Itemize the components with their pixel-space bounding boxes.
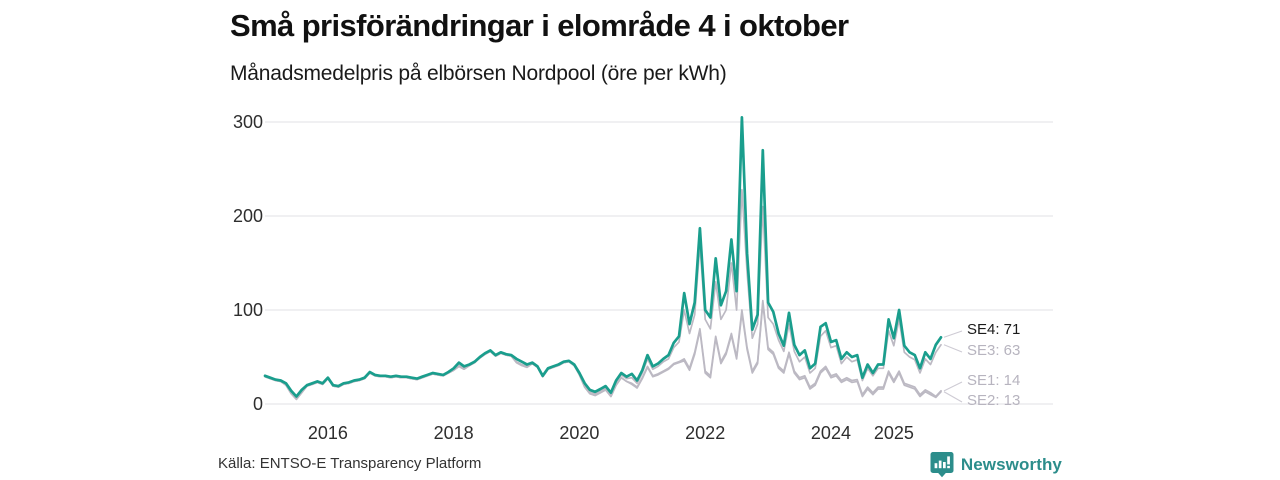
x-axis-tick-2020: 2020 <box>559 423 599 443</box>
x-axis-tick-2024: 2024 <box>811 423 851 443</box>
series-end-label-se1: SE1: 14 <box>967 372 1021 389</box>
y-axis-tick-300: 300 <box>233 112 263 132</box>
y-axis-tick-200: 200 <box>233 206 263 226</box>
label-connector-se2 <box>943 391 963 403</box>
label-connector-se3 <box>943 344 963 353</box>
series-end-label-se2: SE2: 13 <box>967 392 1021 409</box>
series-end-label-se3: SE3: 63 <box>967 342 1021 359</box>
x-axis-tick-2025: 2025 <box>874 423 914 443</box>
chart-subtitle: Månadsmedelpris på elbörsen Nordpool (ör… <box>230 62 727 85</box>
newsworthy-bar-chart-bubble-icon <box>930 451 954 478</box>
x-axis-tick-2022: 2022 <box>685 423 725 443</box>
chart-title: Små prisförändringar i elområde 4 i okto… <box>230 8 849 43</box>
source-note: Källa: ENTSO-E Transparency Platform <box>218 455 482 472</box>
line-se3 <box>264 188 942 400</box>
brand-name: Newsworthy <box>960 454 1062 474</box>
label-connector-se1 <box>943 381 963 392</box>
series-end-label-se4: SE4: 71 <box>967 321 1021 338</box>
x-axis-tick-2016: 2016 <box>308 423 348 443</box>
brand-logo: Newsworthy <box>930 451 1062 478</box>
label-connector-se4 <box>943 330 963 338</box>
line-se4 <box>263 115 943 398</box>
y-axis-tick-100: 100 <box>233 300 263 320</box>
x-axis-tick-2018: 2018 <box>434 423 474 443</box>
y-axis-tick-0: 0 <box>253 394 263 414</box>
